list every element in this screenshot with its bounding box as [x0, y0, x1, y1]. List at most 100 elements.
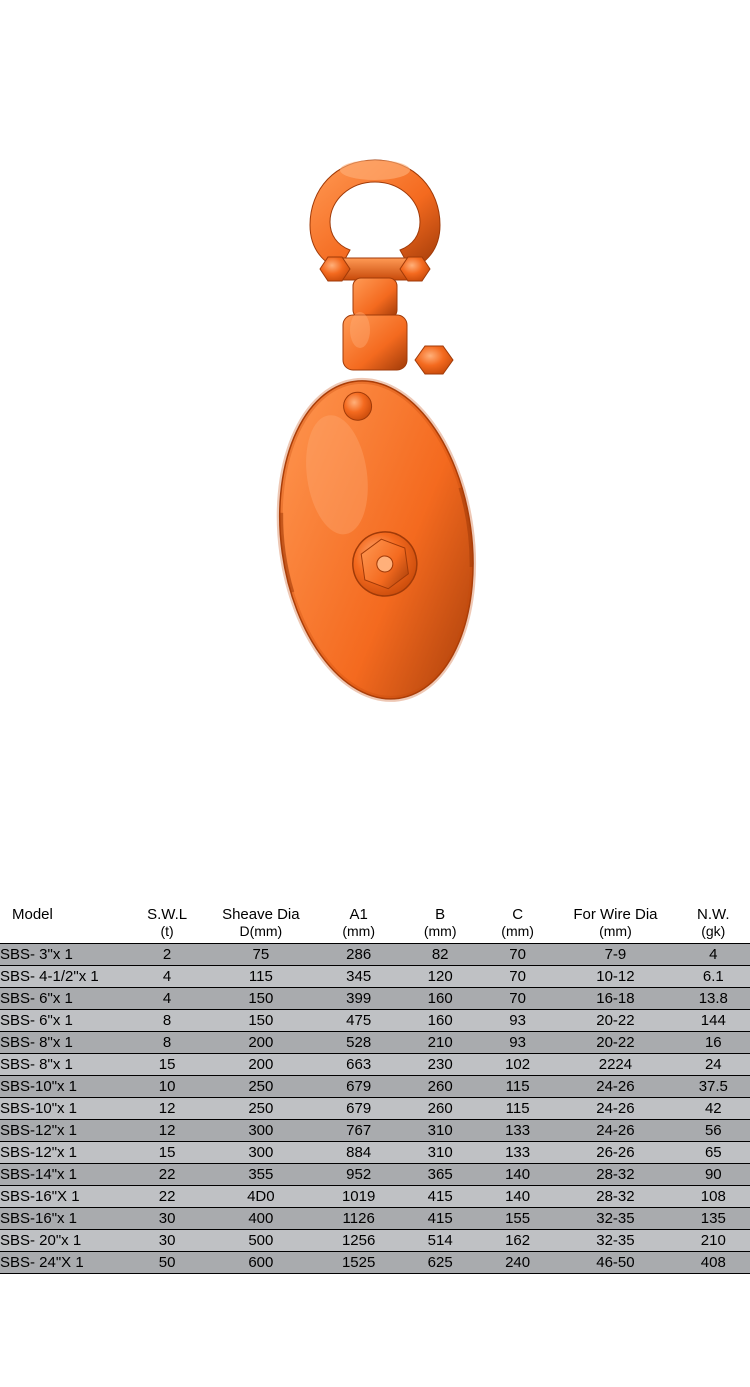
col-header-label: Model — [12, 906, 53, 923]
table-cell: 75 — [204, 944, 318, 966]
table-cell: 210 — [677, 1230, 750, 1252]
table-cell: SBS- 8"x 1 — [0, 1054, 130, 1076]
table-cell: 399 — [318, 988, 400, 1010]
table-cell: 400 — [204, 1208, 318, 1230]
table-row: SBS-10"x 11025067926011524-2637.5 — [0, 1076, 750, 1098]
table-cell: 16 — [677, 1032, 750, 1054]
table-cell: 24 — [677, 1054, 750, 1076]
table-cell: 1525 — [318, 1252, 400, 1274]
table-cell: 24-26 — [554, 1120, 676, 1142]
table-cell: 160 — [399, 988, 481, 1010]
table-cell: SBS- 4-1/2"x 1 — [0, 966, 130, 988]
table-cell: 144 — [677, 1010, 750, 1032]
table-cell: 7-9 — [554, 944, 676, 966]
table-cell: SBS- 6"x 1 — [0, 988, 130, 1010]
table-cell: 115 — [204, 966, 318, 988]
table-cell: 10 — [130, 1076, 203, 1098]
table-row: SBS- 24"X 150600152562524046-50408 — [0, 1252, 750, 1274]
table-cell: SBS-10"x 1 — [0, 1076, 130, 1098]
table-cell: 310 — [399, 1142, 481, 1164]
table-cell: 210 — [399, 1032, 481, 1054]
table-cell: SBS- 3"x 1 — [0, 944, 130, 966]
table-cell: 24-26 — [554, 1076, 676, 1098]
table-cell: 679 — [318, 1098, 400, 1120]
table-cell: 140 — [481, 1164, 554, 1186]
table-cell: 120 — [399, 966, 481, 988]
table-cell: 2224 — [554, 1054, 676, 1076]
table-row: SBS- 8"x 182005282109320-2216 — [0, 1032, 750, 1054]
table-cell: 28-32 — [554, 1186, 676, 1208]
table-row: SBS-16"x 130400112641515532-35135 — [0, 1208, 750, 1230]
col-header-sub: D(mm) — [206, 923, 316, 939]
table-cell: 50 — [130, 1252, 203, 1274]
table-cell: SBS- 8"x 1 — [0, 1032, 130, 1054]
col-header-6: For Wire Dia(mm) — [554, 900, 676, 944]
table-cell: 355 — [204, 1164, 318, 1186]
table-cell: 767 — [318, 1120, 400, 1142]
table-row: SBS- 20"x 130500125651416232-35210 — [0, 1230, 750, 1252]
table-cell: 1126 — [318, 1208, 400, 1230]
table-cell: 625 — [399, 1252, 481, 1274]
col-header-3: A1(mm) — [318, 900, 400, 944]
table-row: SBS- 6"x 141503991607016-1813.8 — [0, 988, 750, 1010]
table-cell: 22 — [130, 1164, 203, 1186]
table-cell: SBS-16"x 1 — [0, 1208, 130, 1230]
table-cell: 1019 — [318, 1186, 400, 1208]
col-header-sub: (gk) — [679, 923, 748, 939]
table-header: ModelS.W.L(t)Sheave DiaD(mm)A1(mm)B(mm)C… — [0, 900, 750, 944]
table-cell: 250 — [204, 1076, 318, 1098]
table-row: SBS-12"x 11530088431013326-2665 — [0, 1142, 750, 1164]
table-row: SBS-16"X 1224D0101941514028-32108 — [0, 1186, 750, 1208]
table-cell: 32-35 — [554, 1208, 676, 1230]
table-cell: 102 — [481, 1054, 554, 1076]
col-header-label: B — [435, 906, 445, 923]
table-cell: 230 — [399, 1054, 481, 1076]
col-header-sub: (mm) — [483, 923, 552, 939]
table-cell: SBS- 24"X 1 — [0, 1252, 130, 1274]
col-header-label: C — [512, 906, 523, 923]
table-cell: 415 — [399, 1208, 481, 1230]
table-cell: 500 — [204, 1230, 318, 1252]
table-body: SBS- 3"x 127528682707-94SBS- 4-1/2"x 141… — [0, 944, 750, 1274]
col-header-sub: (mm) — [401, 923, 479, 939]
table-row: SBS- 8"x 115200663230102222424 — [0, 1054, 750, 1076]
table-cell: 514 — [399, 1230, 481, 1252]
table-cell: 12 — [130, 1120, 203, 1142]
table-cell: 24-26 — [554, 1098, 676, 1120]
table-cell: 65 — [677, 1142, 750, 1164]
table-cell: 70 — [481, 944, 554, 966]
snatch-block-icon — [225, 150, 525, 710]
table-cell: 200 — [204, 1054, 318, 1076]
table-cell: 952 — [318, 1164, 400, 1186]
table-cell: 408 — [677, 1252, 750, 1274]
table-cell: SBS-12"x 1 — [0, 1120, 130, 1142]
table-cell: SBS-12"x 1 — [0, 1142, 130, 1164]
table-cell: SBS-10"x 1 — [0, 1098, 130, 1120]
table-cell: 32-35 — [554, 1230, 676, 1252]
table-cell: 26-26 — [554, 1142, 676, 1164]
table-cell: 56 — [677, 1120, 750, 1142]
table-cell: SBS- 6"x 1 — [0, 1010, 130, 1032]
table-cell: 2 — [130, 944, 203, 966]
table-cell: 155 — [481, 1208, 554, 1230]
col-header-label: For Wire Dia — [573, 906, 657, 923]
table-cell: 300 — [204, 1142, 318, 1164]
col-header-sub: (mm) — [556, 923, 674, 939]
table-row: SBS-10"x 11225067926011524-2642 — [0, 1098, 750, 1120]
table-cell: 133 — [481, 1142, 554, 1164]
col-header-5: C(mm) — [481, 900, 554, 944]
table-cell: 12 — [130, 1098, 203, 1120]
table-cell: 28-32 — [554, 1164, 676, 1186]
table-cell: 600 — [204, 1252, 318, 1274]
table-cell: 82 — [399, 944, 481, 966]
col-header-sub: (mm) — [320, 923, 398, 939]
col-header-7: N.W.(gk) — [677, 900, 750, 944]
table-cell: 160 — [399, 1010, 481, 1032]
table-cell: 475 — [318, 1010, 400, 1032]
table-cell: 42 — [677, 1098, 750, 1120]
table-cell: 528 — [318, 1032, 400, 1054]
table-cell: 4 — [677, 944, 750, 966]
table-cell: 310 — [399, 1120, 481, 1142]
table-cell: 250 — [204, 1098, 318, 1120]
col-header-label: Sheave Dia — [222, 906, 300, 923]
